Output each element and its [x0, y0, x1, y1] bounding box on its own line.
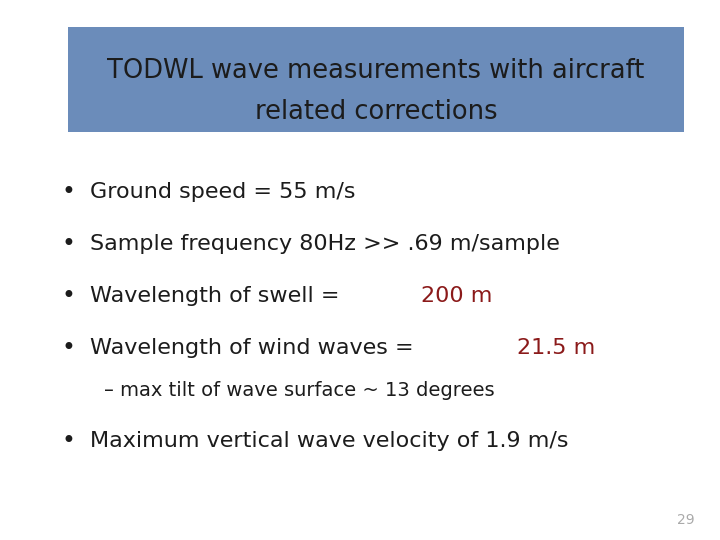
Text: •: • [61, 284, 76, 308]
Text: 21.5 m: 21.5 m [517, 338, 595, 358]
Text: Wavelength of swell =: Wavelength of swell = [90, 286, 346, 306]
Text: 29: 29 [678, 512, 695, 526]
Text: Wavelength of wind waves =: Wavelength of wind waves = [90, 338, 420, 358]
Text: 200 m: 200 m [421, 286, 492, 306]
Text: Ground speed = 55 m/s: Ground speed = 55 m/s [90, 181, 356, 202]
Text: – max tilt of wave surface ~ 13 degrees: – max tilt of wave surface ~ 13 degrees [104, 381, 495, 400]
Text: Sample frequency 80Hz >> .69 m/sample: Sample frequency 80Hz >> .69 m/sample [90, 234, 560, 254]
Text: related corrections: related corrections [255, 99, 497, 125]
Text: •: • [61, 180, 76, 204]
Text: TODWL wave measurements with aircraft: TODWL wave measurements with aircraft [107, 58, 644, 84]
Text: •: • [61, 232, 76, 256]
Text: Maximum vertical wave velocity of 1.9 m/s: Maximum vertical wave velocity of 1.9 m/… [90, 431, 569, 451]
Text: •: • [61, 336, 76, 360]
FancyBboxPatch shape [68, 27, 684, 132]
Text: •: • [61, 429, 76, 453]
